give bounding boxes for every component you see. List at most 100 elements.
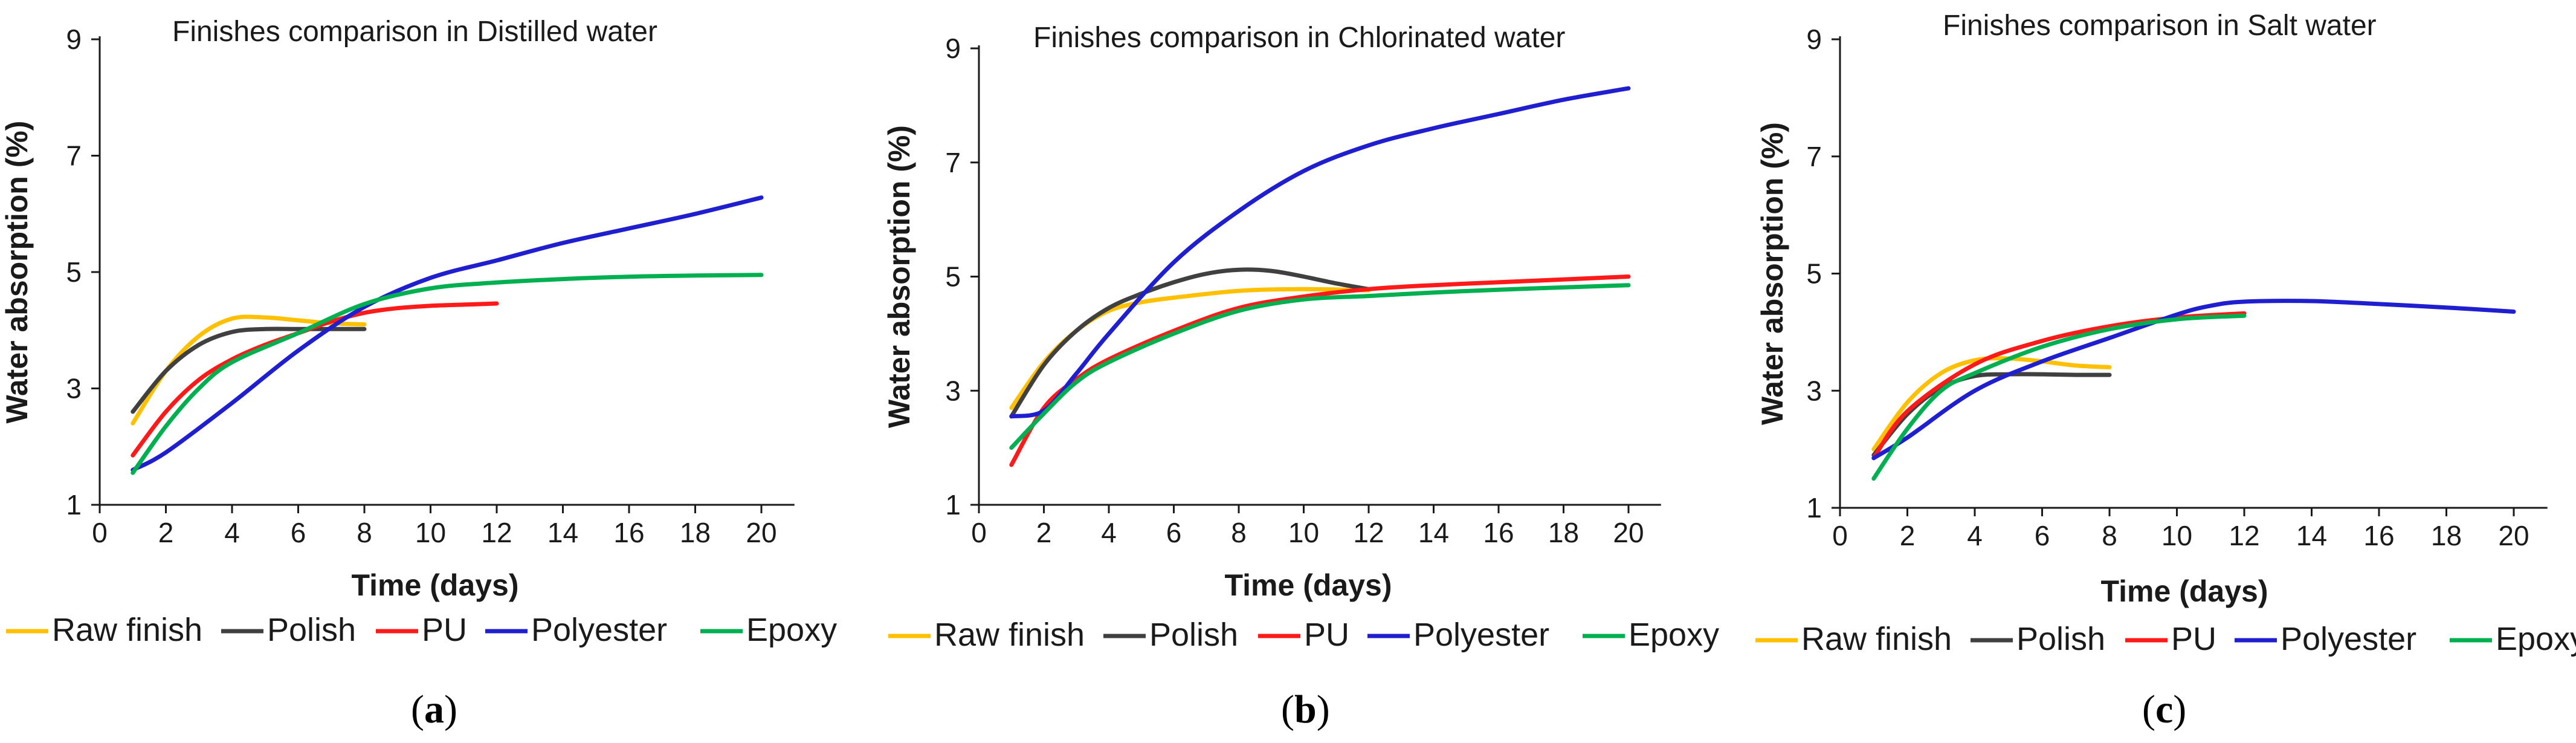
legend-label: Polish (2016, 621, 2105, 657)
chart-panel-b: Finishes comparison in Chlorinated water… (882, 22, 1719, 732)
y-tick-label: 9 (66, 24, 82, 55)
x-tick-label: 14 (1418, 517, 1449, 548)
series-line-pu (1871, 311, 2247, 461)
panel-label: (b) (1281, 687, 1330, 732)
x-tick-label: 16 (613, 517, 644, 548)
x-tick-label: 12 (2229, 520, 2259, 551)
x-tick-label: 10 (1288, 517, 1319, 548)
legend-label: PU (422, 612, 467, 648)
x-tick-label: 4 (1967, 520, 1983, 551)
y-tick-label: 3 (66, 373, 82, 404)
y-tick-label: 1 (66, 489, 82, 521)
legend-label: Raw finish (52, 612, 202, 648)
legend-label: PU (2171, 621, 2216, 657)
y-tick-label: 5 (66, 256, 82, 288)
legend-item-pu: PU (2125, 621, 2216, 657)
x-tick-label: 8 (357, 517, 372, 548)
legend-label: Polish (267, 612, 356, 648)
x-tick-label: 0 (92, 517, 108, 548)
x-tick-label: 18 (680, 517, 711, 548)
y-tick-label: 7 (945, 147, 961, 178)
x-tick-label: 8 (2102, 520, 2117, 551)
x-axis-label: Time (days) (352, 568, 519, 602)
chart-title: Finishes comparison in Distilled water (172, 16, 657, 48)
y-tick-label: 7 (66, 140, 82, 172)
legend-label: Epoxy (746, 612, 837, 648)
x-tick-label: 2 (1900, 520, 1916, 551)
legend-item-polish: Polish (1103, 617, 1238, 653)
chart-panel-a: Finishes comparison in Distilled water 1 3… (0, 16, 837, 732)
legend-item-raw-finish: Raw finish (6, 612, 202, 648)
series-line-polish (1871, 372, 2112, 458)
legend-label: Polyester (1413, 617, 1549, 653)
x-tick-label: 10 (2161, 520, 2192, 551)
x-axis-label: Time (days) (1225, 568, 1392, 602)
legend-label: Epoxy (2496, 621, 2576, 657)
x-tick-label: 2 (1036, 517, 1052, 548)
series-line-polyester (1871, 299, 2516, 461)
legend-item-epoxy: Epoxy (2450, 621, 2576, 657)
panel-label: (a) (411, 687, 457, 732)
y-tick-label: 1 (1806, 492, 1822, 524)
y-axis-label: Water absorption (%) (1755, 122, 1789, 425)
y-tick-label: 5 (1806, 258, 1822, 290)
x-tick-label: 4 (224, 517, 240, 548)
legend-label: PU (1304, 617, 1349, 653)
legend-item-epoxy: Epoxy (1583, 617, 1719, 653)
x-tick-label: 20 (2498, 520, 2529, 551)
legend-item-epoxy: Epoxy (700, 612, 837, 648)
legend-label: Polish (1149, 617, 1238, 653)
x-tick-label: 12 (481, 517, 512, 548)
x-tick-label: 16 (2363, 520, 2394, 551)
x-tick-label: 8 (1231, 517, 1247, 548)
x-axis-label: Time (days) (2101, 574, 2268, 608)
legend-item-polyester: Polyester (2235, 621, 2416, 657)
x-tick-label: 20 (746, 517, 776, 548)
x-tick-label: 16 (1483, 517, 1514, 548)
series-line-epoxy (131, 273, 764, 475)
legend-label: Epoxy (1629, 617, 1719, 653)
panel-label: (c) (2142, 687, 2186, 732)
x-tick-label: 6 (2035, 520, 2050, 551)
legend-item-pu: PU (1258, 617, 1349, 653)
x-tick-label: 10 (415, 517, 446, 548)
series-line-polyester (1009, 86, 1631, 419)
legend-label: Polyester (531, 612, 667, 648)
series-line-epoxy (1871, 313, 2247, 481)
x-tick-label: 6 (291, 517, 306, 548)
x-tick-label: 4 (1101, 517, 1117, 548)
series-line-polyester (131, 195, 764, 472)
x-tick-label: 14 (2296, 520, 2327, 551)
y-tick-label: 5 (945, 261, 961, 293)
x-tick-label: 18 (2431, 520, 2462, 551)
chart-title: Finishes comparison in Chlorinated water (1033, 22, 1565, 54)
x-tick-label: 0 (971, 517, 987, 548)
y-axis-label: Water absorption (%) (882, 125, 916, 428)
x-tick-label: 12 (1353, 517, 1384, 548)
y-tick-label: 7 (1806, 141, 1822, 172)
x-tick-label: 6 (1166, 517, 1182, 548)
y-tick-label: 1 (945, 489, 961, 521)
legend-item-raw-finish: Raw finish (888, 617, 1085, 653)
y-tick-label: 9 (1806, 24, 1822, 55)
legend-label: Raw finish (1801, 621, 1952, 657)
legend-item-polyester: Polyester (485, 612, 667, 648)
legend-item-polyester: Polyester (1367, 617, 1549, 653)
y-tick-label: 3 (945, 375, 961, 406)
series-line-pu (1009, 274, 1631, 467)
series-line-polish (131, 326, 367, 414)
legend-item-raw-finish: Raw finish (1755, 621, 1952, 657)
x-tick-label: 0 (1832, 520, 1848, 551)
legend-item-polish: Polish (221, 612, 356, 648)
legend-item-pu: PU (376, 612, 467, 648)
y-tick-label: 9 (945, 33, 961, 64)
series-line-polish (1009, 267, 1371, 419)
legend-item-polish: Polish (1971, 621, 2105, 657)
legend-label: Raw finish (934, 617, 1085, 653)
series-line-epoxy (1009, 283, 1631, 450)
y-axis-label: Water absorption (%) (0, 121, 34, 424)
y-tick-label: 3 (1806, 375, 1822, 406)
x-tick-label: 18 (1548, 517, 1579, 548)
x-tick-label: 20 (1613, 517, 1644, 548)
